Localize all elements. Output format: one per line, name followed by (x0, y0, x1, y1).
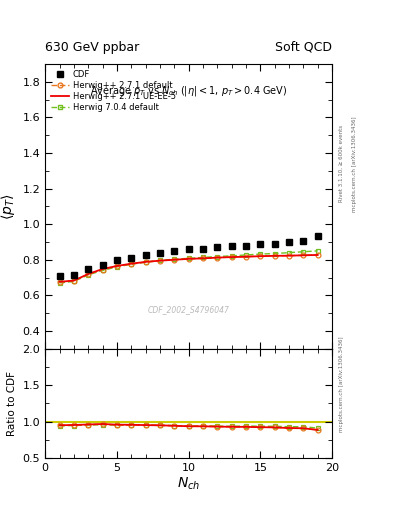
Text: Average $p_T$ vs $N_{ch}$ ($|\eta| < 1$, $p_T > 0.4$ GeV): Average $p_T$ vs $N_{ch}$ ($|\eta| < 1$,… (90, 84, 287, 98)
Text: Soft QCD: Soft QCD (275, 41, 332, 54)
Text: Rivet 3.1.10, ≥ 600k events: Rivet 3.1.10, ≥ 600k events (339, 125, 344, 202)
Text: mcplots.cern.ch [arXiv:1306.3436]: mcplots.cern.ch [arXiv:1306.3436] (339, 336, 344, 432)
X-axis label: $N_{ch}$: $N_{ch}$ (177, 476, 200, 492)
Y-axis label: Ratio to CDF: Ratio to CDF (7, 371, 17, 436)
Text: CDF_2002_S4796047: CDF_2002_S4796047 (148, 306, 230, 314)
Text: mcplots.cern.ch [arXiv:1306.3436]: mcplots.cern.ch [arXiv:1306.3436] (352, 116, 357, 211)
Legend: CDF, Herwig++ 2.7.1 default, Herwig++ 2.7.1 UE-EE-5, Herwig 7.0.4 default: CDF, Herwig++ 2.7.1 default, Herwig++ 2.… (50, 68, 177, 114)
Text: 630 GeV ppbar: 630 GeV ppbar (45, 41, 140, 54)
Y-axis label: $\langle p_T \rangle$: $\langle p_T \rangle$ (0, 193, 17, 220)
